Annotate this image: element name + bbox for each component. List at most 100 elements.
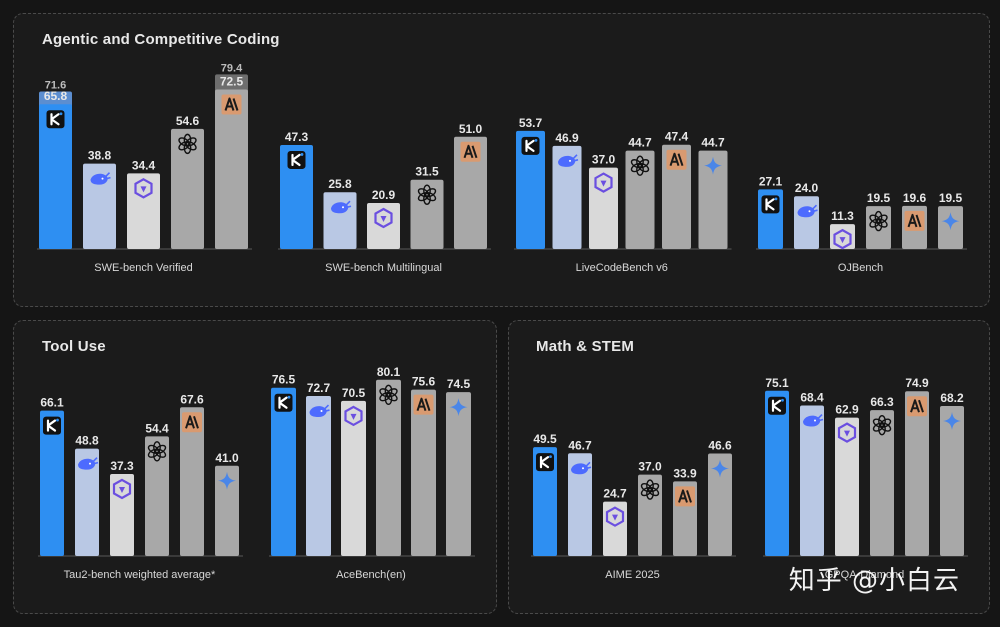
benchmark-group: 66.1 48.8 37.3 54.4 67.6 41.0 Tau2-bench weigh… bbox=[38, 392, 243, 581]
bar-openai bbox=[376, 379, 401, 556]
kimi-logo-icon bbox=[768, 396, 786, 415]
bar-value-label: 37.0 bbox=[638, 460, 662, 474]
gemini-sparkle-icon bbox=[449, 398, 468, 417]
bar-value-label: 37.0 bbox=[592, 153, 616, 167]
bar-value-label: 48.8 bbox=[75, 434, 99, 448]
bar-value-label: 24.0 bbox=[795, 181, 819, 195]
bar-qwen bbox=[830, 224, 855, 249]
bar-value-label: 38.8 bbox=[88, 149, 112, 163]
deepseek-whale-icon bbox=[309, 404, 330, 418]
bar-value-label: 51.0 bbox=[459, 122, 483, 136]
bar-deepseek bbox=[75, 448, 99, 556]
bar-gemini bbox=[215, 465, 239, 556]
gemini-sparkle-icon bbox=[941, 212, 960, 231]
qwen-logo-icon bbox=[344, 405, 363, 427]
qwen-logo-icon bbox=[374, 207, 393, 229]
bar-openai bbox=[625, 150, 655, 249]
bar-value-label: 54.6 bbox=[176, 114, 200, 128]
bar-openai bbox=[171, 128, 204, 249]
benchmark-group: 53.7 46.9 37.0 44.7 47.4 44.7 LiveCodeBench v6 bbox=[514, 116, 732, 274]
bar-value-label: 31.5 bbox=[415, 165, 439, 179]
panel-title: Tool Use bbox=[42, 338, 106, 355]
bar-value-label: 72.7 bbox=[307, 381, 331, 395]
bar-value-label: 47.3 bbox=[285, 130, 309, 144]
panel-title: Agentic and Competitive Coding bbox=[42, 31, 280, 48]
benchmark-label: SWE-bench Multilingual bbox=[325, 262, 442, 274]
benchmark-group: 76.5 72.7 70.5 80.1 75.6 74.5 AceBench(en) bbox=[269, 365, 475, 581]
benchmark-group: 75.1 68.4 62.9 66.3 74.9 68.2 GPQA-Diamond bbox=[763, 376, 968, 581]
anthropic-logo-icon bbox=[675, 486, 695, 507]
bar-anthropic bbox=[662, 144, 691, 249]
bar-openai bbox=[866, 206, 891, 249]
bar-value-label: 68.2 bbox=[940, 391, 964, 405]
bar-openai bbox=[145, 436, 169, 556]
bar-value-label: 27.1 bbox=[759, 174, 783, 188]
qwen-logo-icon bbox=[112, 478, 132, 500]
bar-value-label: 80.1 bbox=[377, 365, 401, 379]
openai-logo-icon bbox=[147, 441, 167, 462]
bar-anthropic bbox=[180, 407, 204, 556]
qwen-logo-icon bbox=[594, 172, 613, 193]
bar-openai bbox=[870, 410, 894, 556]
bar-openai bbox=[638, 474, 662, 556]
benchmark-group: 49.5 46.7 24.7 37.0 33.9 46.6 AIME 2025 bbox=[531, 432, 736, 581]
benchmark-group: 47.3 25.8 20.9 31.5 51.0 SWE-bench Multilingu… bbox=[278, 122, 491, 274]
benchmark-group: 71.665.8 38.8 34.4 54.6 79.472.5 SWE-bench Ve… bbox=[37, 62, 252, 274]
bar-value-label: 46.9 bbox=[555, 131, 579, 145]
bar-deepseek bbox=[568, 453, 592, 556]
deepseek-whale-icon bbox=[331, 200, 352, 214]
bar-deepseek bbox=[323, 192, 357, 249]
bar-value-label: 49.5 bbox=[533, 432, 557, 446]
kimi-logo-icon bbox=[761, 195, 780, 214]
bar-value-label: 74.5 bbox=[447, 377, 471, 391]
anthropic-logo-icon bbox=[907, 396, 927, 417]
anthropic-logo-icon bbox=[904, 210, 925, 231]
benchmark-label: AceBench(en) bbox=[336, 569, 406, 581]
bar-qwen bbox=[835, 417, 859, 556]
deepseek-whale-icon bbox=[797, 204, 818, 218]
bar-value-label: 62.9 bbox=[835, 403, 859, 417]
kimi-logo-icon bbox=[287, 150, 306, 169]
bar-kimi bbox=[271, 387, 296, 556]
bar-anthropic bbox=[454, 136, 487, 249]
benchmark-group: 27.1 24.0 11.3 19.5 19.6 19.5 OJBench bbox=[756, 174, 967, 274]
deepseek-whale-icon bbox=[558, 154, 579, 167]
gemini-sparkle-icon bbox=[218, 471, 236, 490]
bar-value-label: 11.3 bbox=[831, 209, 854, 223]
bar-value-label: 44.7 bbox=[701, 136, 725, 150]
bar-value-label: 25.8 bbox=[328, 177, 352, 191]
bar-qwen bbox=[127, 173, 160, 249]
kimi-logo-icon bbox=[536, 453, 554, 472]
bar-kimi bbox=[516, 130, 545, 249]
anthropic-logo-icon bbox=[221, 94, 242, 115]
benchmark-label: LiveCodeBench v6 bbox=[576, 262, 668, 274]
qwen-logo-icon bbox=[837, 422, 857, 443]
ghost-value-label: 71.6 bbox=[45, 79, 66, 91]
benchmark-label: OJBench bbox=[838, 262, 883, 274]
watermark: 知乎 @小白云 bbox=[788, 566, 960, 596]
openai-logo-icon bbox=[872, 414, 892, 436]
bar-gemini bbox=[446, 392, 471, 556]
openai-logo-icon bbox=[379, 384, 398, 405]
ghost-value-label: 79.4 bbox=[221, 62, 243, 74]
bar-value-label: 54.4 bbox=[145, 421, 169, 435]
deepseek-whale-icon bbox=[803, 413, 824, 427]
bar-value-label: 19.6 bbox=[903, 191, 927, 205]
bar-value-label: 53.7 bbox=[519, 116, 543, 130]
bar-value-label: 67.6 bbox=[180, 392, 204, 406]
benchmark-label: AIME 2025 bbox=[605, 569, 659, 581]
benchmark-label: Tau2-bench weighted average* bbox=[64, 569, 216, 581]
openai-logo-icon bbox=[640, 479, 660, 500]
bar-kimi bbox=[40, 410, 64, 556]
bar-kimi bbox=[765, 390, 789, 556]
gemini-sparkle-icon bbox=[943, 411, 961, 430]
openai-logo-icon bbox=[869, 210, 888, 232]
bar-value-label: 20.9 bbox=[372, 188, 396, 202]
bar-anthropic bbox=[905, 391, 929, 556]
anthropic-logo-icon bbox=[666, 149, 687, 170]
deepseek-whale-icon bbox=[78, 457, 99, 470]
bar-value-label: 75.1 bbox=[765, 376, 789, 390]
bar-value-label: 37.3 bbox=[110, 459, 134, 473]
bar-value-label: 41.0 bbox=[215, 451, 239, 465]
